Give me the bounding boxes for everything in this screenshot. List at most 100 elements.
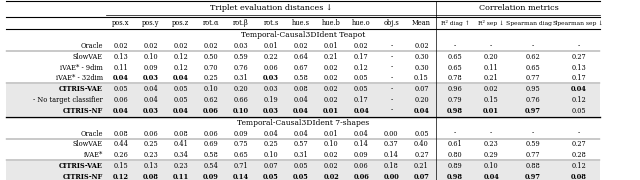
Text: Correlation metrics: Correlation metrics xyxy=(479,4,558,12)
Text: 0.05: 0.05 xyxy=(414,130,429,138)
Text: 0.07: 0.07 xyxy=(264,162,278,170)
Text: 0.21: 0.21 xyxy=(414,162,429,170)
Text: 0.04: 0.04 xyxy=(143,96,158,104)
Text: 0.04: 0.04 xyxy=(294,96,308,104)
Text: SlowVAE: SlowVAE xyxy=(73,140,103,148)
Text: 0.06: 0.06 xyxy=(204,130,218,138)
Bar xyxy=(6,128,600,139)
Text: 0.67: 0.67 xyxy=(294,64,308,72)
Text: 0.25: 0.25 xyxy=(204,74,218,82)
Text: 0.04: 0.04 xyxy=(483,173,499,180)
Text: -: - xyxy=(454,130,456,138)
Text: 0.17: 0.17 xyxy=(572,74,586,82)
Text: 0.02: 0.02 xyxy=(324,64,339,72)
Text: 0.61: 0.61 xyxy=(447,140,463,148)
Text: 0.12: 0.12 xyxy=(173,53,188,61)
Text: - No target classifier: - No target classifier xyxy=(33,96,103,104)
Text: 0.11: 0.11 xyxy=(484,64,499,72)
Text: 0.10: 0.10 xyxy=(233,107,249,115)
Text: -: - xyxy=(490,42,492,50)
Text: 0.12: 0.12 xyxy=(173,64,188,72)
Text: 0.14: 0.14 xyxy=(354,140,369,148)
Text: 0.04: 0.04 xyxy=(264,130,278,138)
Text: 0.31: 0.31 xyxy=(294,151,308,159)
Text: 0.13: 0.13 xyxy=(571,64,586,72)
Text: rot.s: rot.s xyxy=(263,19,279,27)
Text: 0.58: 0.58 xyxy=(204,151,218,159)
Text: 0.04: 0.04 xyxy=(353,107,369,115)
Text: 0.17: 0.17 xyxy=(354,53,369,61)
Text: 0.22: 0.22 xyxy=(264,53,278,61)
Text: 0.03: 0.03 xyxy=(234,42,248,50)
Text: -: - xyxy=(490,130,492,138)
Bar xyxy=(6,105,600,116)
Text: 0.15: 0.15 xyxy=(113,162,128,170)
Text: 0.65: 0.65 xyxy=(447,64,463,72)
Text: 0.02: 0.02 xyxy=(414,42,429,50)
Text: pos.y: pos.y xyxy=(142,19,159,27)
Text: 0.04: 0.04 xyxy=(113,74,129,82)
Bar xyxy=(6,30,600,41)
Text: Spearman sep ↓: Spearman sep ↓ xyxy=(554,20,604,26)
Text: 0.40: 0.40 xyxy=(414,140,429,148)
Text: 0.03: 0.03 xyxy=(263,74,279,82)
Text: Oracle: Oracle xyxy=(81,42,103,50)
Text: 0.09: 0.09 xyxy=(354,151,369,159)
Text: 0.41: 0.41 xyxy=(173,140,188,148)
Text: 0.11: 0.11 xyxy=(113,64,128,72)
Text: 0.37: 0.37 xyxy=(384,140,399,148)
Text: 0.03: 0.03 xyxy=(264,85,278,93)
Text: 0.12: 0.12 xyxy=(113,173,129,180)
Text: 0.23: 0.23 xyxy=(173,162,188,170)
Text: 0.14: 0.14 xyxy=(384,151,399,159)
Text: 0.04: 0.04 xyxy=(113,107,129,115)
Text: 0.04: 0.04 xyxy=(571,85,586,93)
Text: 0.07: 0.07 xyxy=(414,85,429,93)
Text: 0.10: 0.10 xyxy=(264,151,278,159)
Text: 0.65: 0.65 xyxy=(234,151,248,159)
Bar xyxy=(6,150,600,161)
Text: iVAE* - 9dim: iVAE* - 9dim xyxy=(60,64,103,72)
Text: iVAE*: iVAE* xyxy=(84,151,103,159)
Text: 0.69: 0.69 xyxy=(204,140,218,148)
Text: 0.62: 0.62 xyxy=(204,96,218,104)
Bar xyxy=(6,62,600,73)
Text: 0.12: 0.12 xyxy=(354,64,369,72)
Text: 0.02: 0.02 xyxy=(323,173,339,180)
Bar xyxy=(6,118,600,128)
Text: Temporal-Causal3DIdent Teapot: Temporal-Causal3DIdent Teapot xyxy=(241,31,365,39)
Text: 0.02: 0.02 xyxy=(113,42,128,50)
Text: -: - xyxy=(390,85,392,93)
Text: CITRIS-NF: CITRIS-NF xyxy=(63,173,103,180)
Text: 0.04: 0.04 xyxy=(413,107,429,115)
Text: 0.27: 0.27 xyxy=(572,140,586,148)
Text: 0.50: 0.50 xyxy=(204,53,218,61)
Text: 0.09: 0.09 xyxy=(234,130,248,138)
Text: 0.05: 0.05 xyxy=(294,162,308,170)
Text: 0.98: 0.98 xyxy=(447,107,463,115)
Text: 0.27: 0.27 xyxy=(414,151,429,159)
Text: 0.15: 0.15 xyxy=(484,96,499,104)
Bar xyxy=(6,139,600,150)
Text: 0.71: 0.71 xyxy=(234,162,248,170)
Text: 0.03: 0.03 xyxy=(143,107,159,115)
Text: 0.08: 0.08 xyxy=(571,173,586,180)
Text: 0.04: 0.04 xyxy=(143,85,158,93)
Text: 0.04: 0.04 xyxy=(293,107,309,115)
Text: 0.54: 0.54 xyxy=(204,162,218,170)
Text: 0.21: 0.21 xyxy=(324,53,339,61)
Bar xyxy=(6,161,600,171)
Text: hue.b: hue.b xyxy=(322,19,340,27)
Text: 0.11: 0.11 xyxy=(173,173,189,180)
Text: 0.02: 0.02 xyxy=(324,96,339,104)
Bar xyxy=(6,171,600,180)
Text: hue.o: hue.o xyxy=(352,19,371,27)
Text: 0.65: 0.65 xyxy=(525,64,540,72)
Text: -: - xyxy=(454,42,456,50)
Text: 0.98: 0.98 xyxy=(447,173,463,180)
Text: 0.05: 0.05 xyxy=(263,173,279,180)
Text: CITRIS-NF: CITRIS-NF xyxy=(63,107,103,115)
Text: pos.z: pos.z xyxy=(172,19,189,27)
Text: 0.77: 0.77 xyxy=(525,151,540,159)
Bar xyxy=(6,41,600,51)
